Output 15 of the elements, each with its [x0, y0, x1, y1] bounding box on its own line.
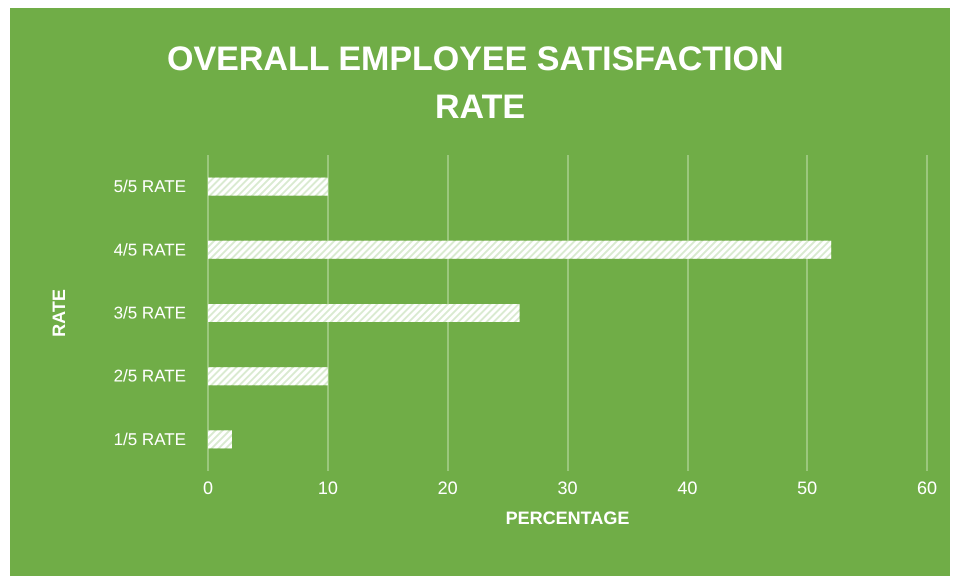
x-tick-label: 10 — [318, 478, 338, 498]
x-tick-label: 50 — [797, 478, 818, 498]
y-tick-label: 3/5 RATE — [114, 304, 186, 322]
x-tick-label: 30 — [557, 478, 578, 498]
y-tick-label: 4/5 RATE — [114, 240, 186, 260]
x-axis-title: PERCENTAGE — [506, 508, 630, 528]
x-tick-label: 0 — [202, 478, 214, 498]
y-axis-title: RATE — [49, 289, 69, 337]
y-tick-label: 5/5 RATE — [114, 177, 186, 196]
chart-title: OVERALL EMPLOYEE SATISFACTION RATE — [167, 40, 793, 126]
y-tick-label: 1/5 RATE — [114, 430, 186, 449]
x-tick-label: 20 — [438, 478, 458, 498]
x-tick-label: 40 — [677, 478, 698, 498]
y-tick-label: 2/5 RATE — [114, 366, 186, 386]
x-tick-label: 60 — [916, 478, 938, 498]
